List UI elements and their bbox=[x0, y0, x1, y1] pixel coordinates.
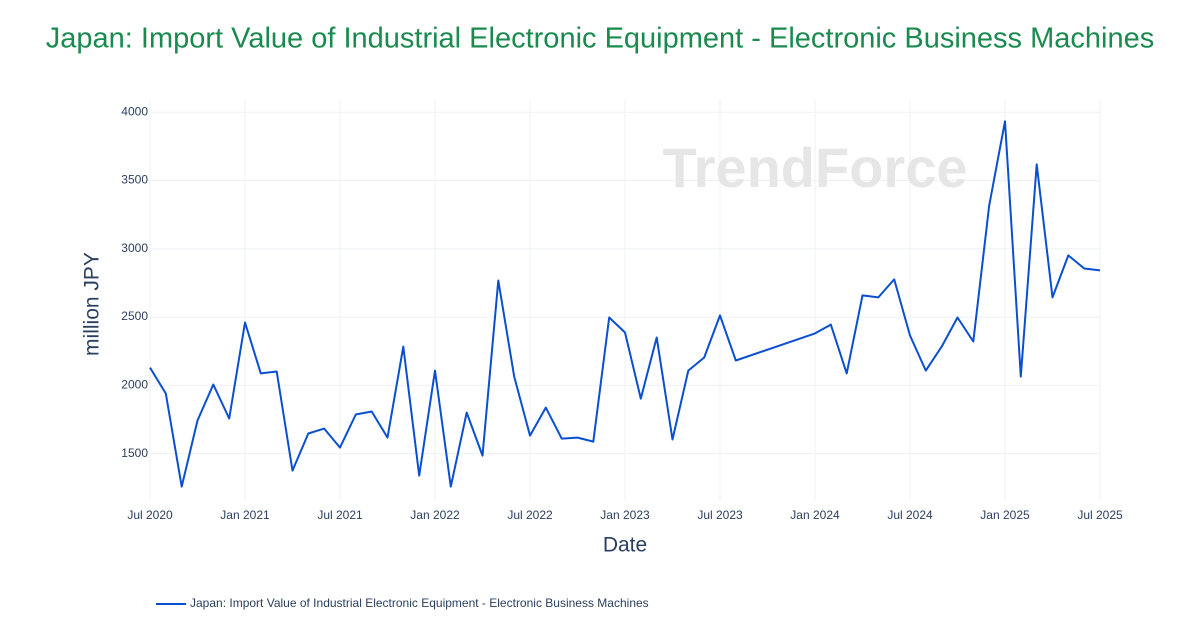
chart-title: Japan: Import Value of Industrial Electr… bbox=[46, 23, 1154, 55]
x-tick-label: Jan 2021 bbox=[220, 508, 270, 522]
x-tick-label: Jul 2024 bbox=[887, 508, 933, 522]
x-tick-label: Jan 2024 bbox=[790, 508, 840, 522]
x-tick-label: Jul 2025 bbox=[1077, 508, 1123, 522]
watermark: TrendForce bbox=[663, 136, 968, 199]
x-tick-label: Jan 2022 bbox=[410, 508, 460, 522]
y-tick-label: 2500 bbox=[121, 309, 148, 323]
data-line bbox=[149, 120, 1101, 488]
y-tick-label: 3500 bbox=[121, 173, 148, 187]
y-tick-label: 2000 bbox=[121, 377, 148, 391]
x-tick-label: Jul 2020 bbox=[127, 508, 173, 522]
x-tick-label: Jul 2022 bbox=[507, 508, 553, 522]
x-tick-label: Jan 2023 bbox=[600, 508, 650, 522]
y-axis-title: million JPY bbox=[81, 252, 104, 356]
x-tick-label: Jul 2023 bbox=[697, 508, 743, 522]
grid bbox=[149, 100, 1101, 500]
x-tick-label: Jul 2021 bbox=[317, 508, 363, 522]
x-axis-title: Date bbox=[603, 534, 647, 557]
y-tick-label: 4000 bbox=[121, 104, 148, 118]
x-tick-label: Jan 2025 bbox=[980, 508, 1030, 522]
y-tick-label: 1500 bbox=[121, 446, 148, 460]
legend-label: Japan: Import Value of Industrial Electr… bbox=[190, 596, 649, 610]
y-tick-label: 3000 bbox=[121, 241, 148, 255]
